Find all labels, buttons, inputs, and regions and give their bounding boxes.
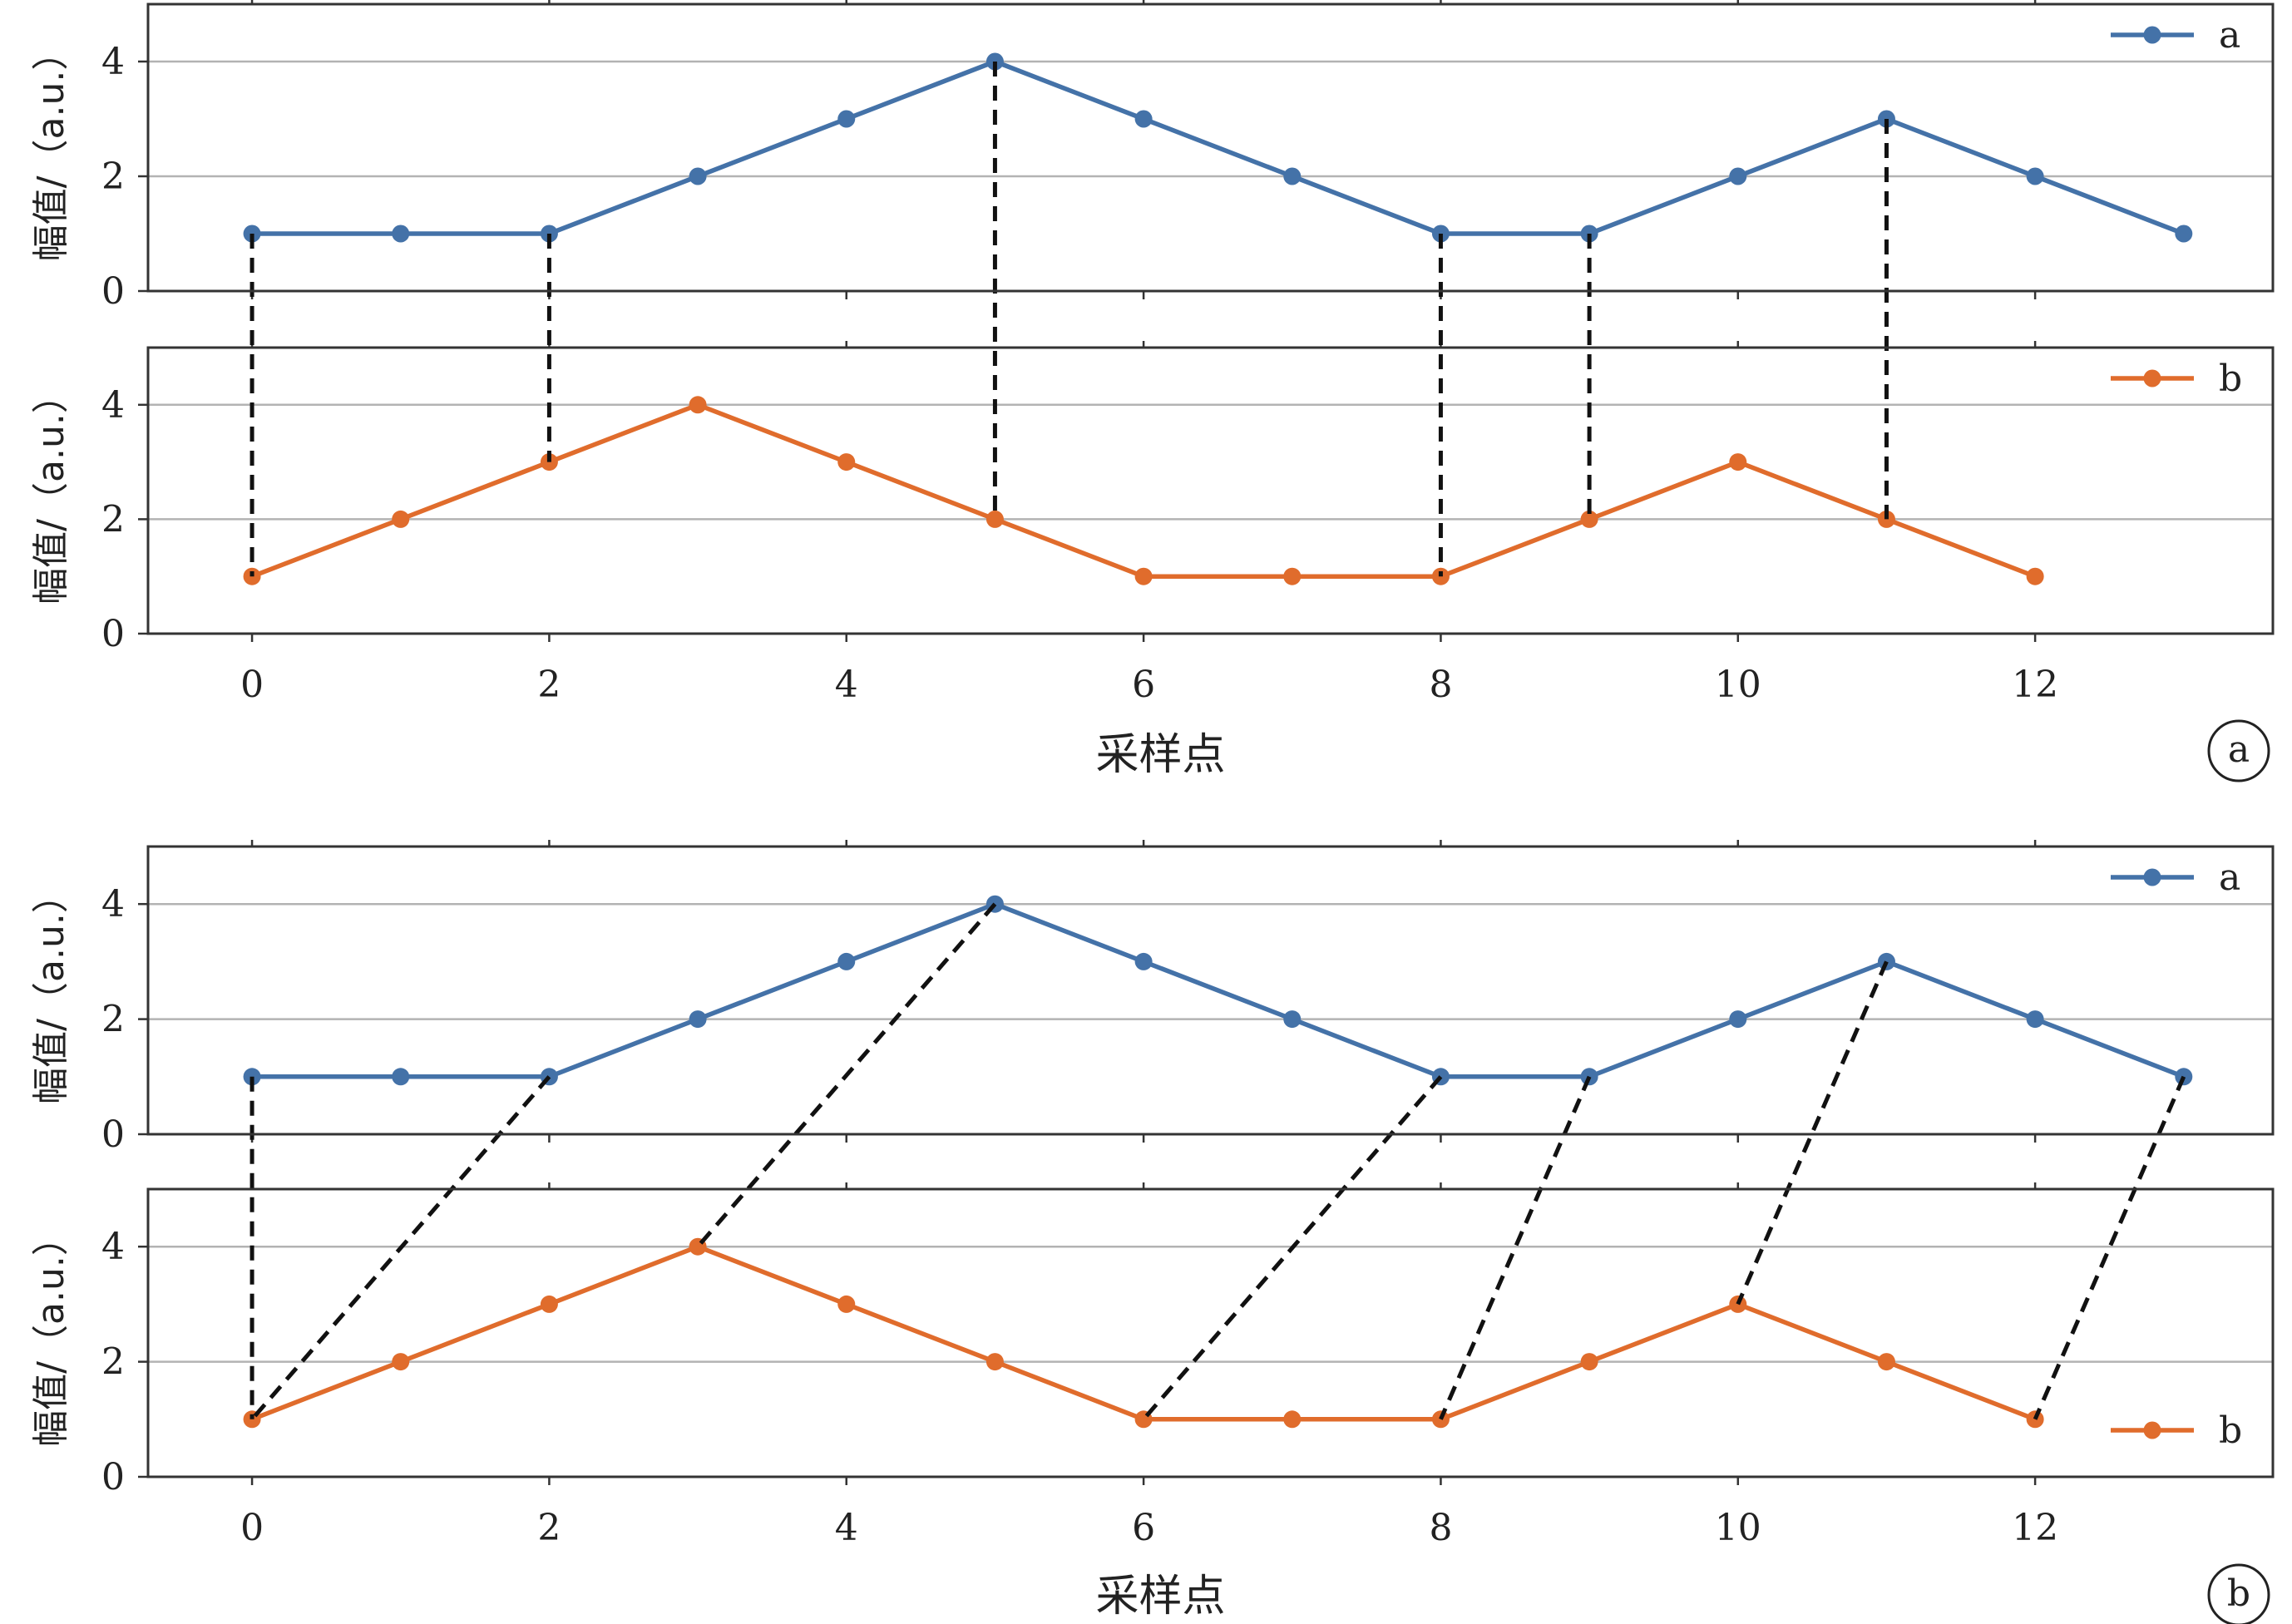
y-tick-label: 4 (101, 384, 125, 427)
series-line-b (251, 402, 2037, 579)
y-tick-label: 4 (101, 883, 125, 926)
x-tick-label: 2 (537, 664, 561, 706)
subplot-frame (146, 845, 2275, 1136)
panel-badge-label: a (2228, 728, 2250, 771)
panel-badge (2207, 719, 2270, 782)
x-tick-label: 10 (1715, 1507, 1761, 1549)
subplot-bottom: 0 2 4 幅值/（a.u.） b (30, 1182, 2273, 1498)
x-tick-label: 6 (1132, 664, 1155, 706)
subplot-top: 0 2 4 幅值/（a.u.） a (30, 840, 2273, 1156)
x-tick-label: 12 (2012, 1507, 2058, 1549)
x-tick-label: 4 (835, 1507, 858, 1549)
data-point-b (1729, 453, 1747, 471)
data-point-b (1877, 1353, 1895, 1371)
series-line-b (251, 1244, 2037, 1422)
data-point-b (689, 396, 707, 414)
data-point-a (689, 1010, 707, 1029)
legend-marker (2143, 369, 2161, 387)
alignment-line (2033, 1075, 2186, 1420)
series-line-a (252, 59, 2185, 236)
legend-marker (2143, 1421, 2161, 1439)
subplot-top: 0 2 4 幅值/（a.u.） a (30, 0, 2273, 313)
y-axis-label: 幅值/（a.u.） (30, 377, 72, 605)
subplot-frame (146, 346, 2275, 635)
data-point-a (1134, 110, 1153, 128)
data-point-b (837, 453, 856, 471)
x-tick-label: 12 (2012, 664, 2058, 706)
data-point-b (392, 510, 410, 528)
alignment-line (1439, 1075, 1592, 1420)
data-point-b (1283, 567, 1302, 585)
subplot-frame (146, 1187, 2275, 1478)
y-tick-label: 4 (101, 41, 125, 83)
legend-label: a (2219, 14, 2240, 57)
legend-marker (2143, 868, 2161, 886)
data-point-a (837, 110, 856, 128)
x-tick-label: 6 (1132, 1507, 1155, 1549)
data-point-b (1134, 567, 1153, 585)
legend-label: b (2219, 1409, 2242, 1452)
data-point-a (2026, 1010, 2044, 1029)
y-tick-label: 2 (101, 999, 125, 1041)
data-point-a (1729, 167, 1747, 185)
data-point-a (392, 225, 410, 243)
x-tick-label: 0 (240, 1507, 264, 1549)
data-point-a (392, 1068, 410, 1086)
y-axis-label: 幅值/（a.u.） (30, 1219, 72, 1447)
y-tick-label: 0 (101, 270, 125, 313)
data-point-b (837, 1295, 856, 1313)
y-tick-label: 2 (101, 1341, 125, 1384)
y-axis-label: 幅值/（a.u.） (30, 34, 72, 262)
y-tick-label: 4 (101, 1226, 125, 1268)
figure-panel-a: 0 2 4 幅值/（a.u.） a 0 2 4 幅值/（a.u.） b 0 2 4 6 8 10 12 采样点 a (30, 0, 2275, 782)
y-tick-label: 2 (101, 155, 125, 198)
x-axis-label: 采样点 (1095, 1572, 1225, 1622)
figure-panel-b: 0 2 4 幅值/（a.u.） a 0 2 4 幅值/（a.u.） b 0 2 4 6 8 10 12 采样点 b (30, 840, 2275, 1624)
subplot-bottom: 0 2 4 幅值/（a.u.） b (30, 341, 2273, 655)
legend-marker (2143, 26, 2161, 44)
data-point-a (2026, 167, 2044, 185)
data-point-b (985, 1353, 1004, 1371)
data-point-a (1134, 952, 1153, 970)
alignment-line (1142, 1075, 1443, 1421)
series-line-a (252, 901, 2185, 1079)
data-point-a (689, 167, 707, 185)
y-axis-label: 幅值/（a.u.） (30, 876, 72, 1104)
data-point-b (1580, 1353, 1598, 1371)
x-tick-label: 2 (537, 1507, 561, 1549)
y-tick-label: 0 (101, 1113, 125, 1156)
data-point-a (1283, 167, 1302, 185)
data-point-a (1283, 1010, 1302, 1029)
legend-label: a (2219, 856, 2240, 899)
subplot-frame (146, 2, 2275, 293)
y-tick-label: 0 (101, 1456, 125, 1498)
data-point-b (985, 510, 1004, 528)
legend-label: b (2219, 358, 2242, 400)
data-point-a (2175, 225, 2193, 243)
y-tick-label: 2 (101, 498, 125, 541)
data-point-b (392, 1353, 410, 1371)
data-point-b (540, 1295, 558, 1313)
x-tick-label: 10 (1715, 664, 1761, 706)
data-point-b (1283, 1410, 1302, 1429)
data-point-b (1580, 510, 1598, 528)
data-point-a (1729, 1010, 1747, 1029)
x-axis-label: 采样点 (1095, 730, 1225, 780)
panel-badge-label: b (2227, 1572, 2250, 1615)
y-tick-label: 0 (101, 613, 125, 655)
x-tick-label: 0 (240, 664, 264, 706)
x-tick-label: 8 (1429, 1507, 1452, 1549)
alignment-line (1736, 960, 1889, 1306)
x-tick-label: 8 (1429, 664, 1452, 706)
x-tick-label: 4 (835, 664, 858, 706)
data-point-a (837, 952, 856, 970)
panel-badge (2207, 1563, 2270, 1624)
data-point-b (2026, 567, 2044, 585)
alignment-line (696, 902, 997, 1248)
